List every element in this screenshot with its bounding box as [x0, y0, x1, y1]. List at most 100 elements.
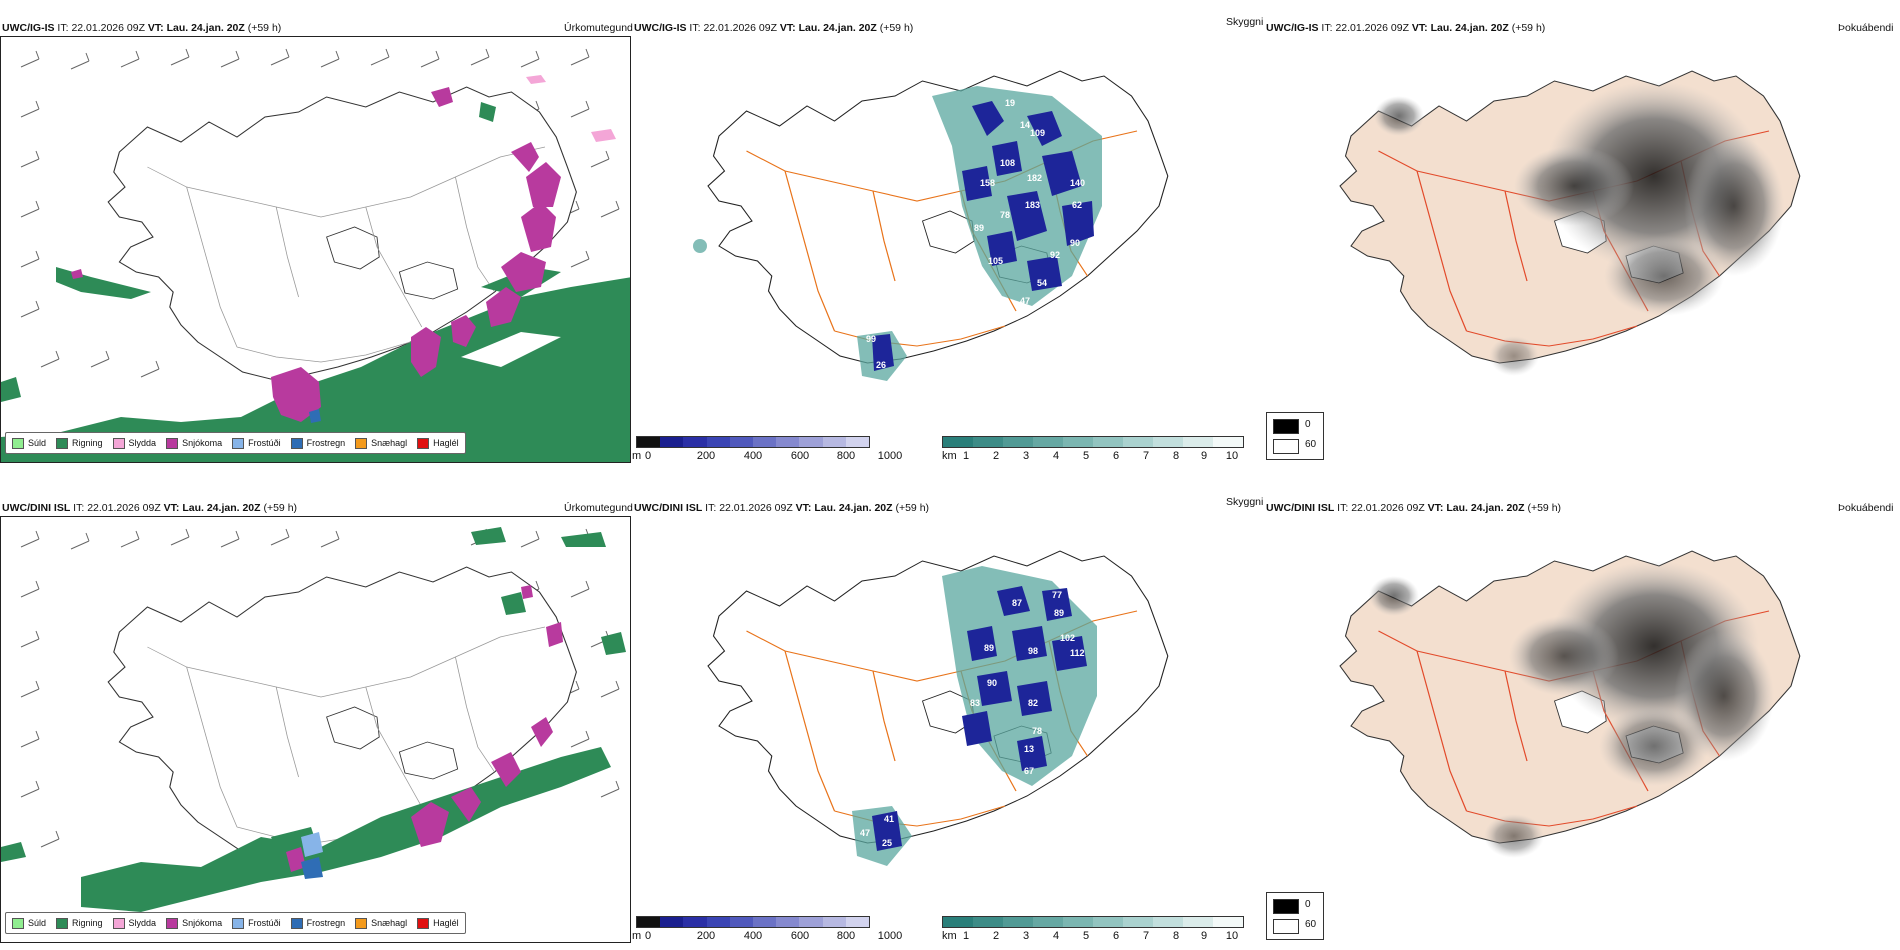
snow-areas	[286, 585, 563, 872]
legend-swatch	[166, 917, 179, 929]
svg-text:98: 98	[1028, 646, 1038, 656]
precip-map-svg	[1, 527, 626, 912]
legend-swatch	[56, 917, 69, 929]
ceiling-visibility-panel: UWC/DINI ISL IT: 22.01.2026 09Z VT: Lau.…	[632, 496, 1264, 942]
precip-map[interactable]: Súld Rigning Slydda Snjókoma Frostúði Fr…	[0, 36, 631, 463]
ceiling-unit: m	[632, 930, 642, 942]
freezing-rain-areas	[309, 409, 321, 423]
ceiling-visibility-panel: UWC/IG-IS IT: 22.01.2026 09Z VT: Lau. 24…	[632, 16, 1264, 462]
legend-swatch	[290, 437, 303, 449]
svg-text:78: 78	[1032, 726, 1042, 736]
svg-text:47: 47	[1020, 296, 1030, 306]
svg-text:108: 108	[1000, 158, 1015, 168]
legend-item: Haglél	[417, 917, 459, 929]
fog-legend-swatch-light	[1273, 439, 1299, 454]
legend-swatch	[56, 437, 69, 449]
visibility-unit: km	[942, 930, 957, 942]
svg-text:87: 87	[1012, 598, 1022, 608]
precip-map-svg	[1, 48, 630, 462]
ceiling-unit: m	[632, 450, 642, 462]
svg-text:67: 67	[1024, 766, 1034, 776]
svg-text:26: 26	[876, 360, 886, 370]
svg-text:90: 90	[987, 678, 997, 688]
fog-areas	[1374, 81, 1784, 376]
legend-item: Súld	[12, 437, 46, 449]
legend-item: Rigning	[56, 437, 103, 449]
legend-item: Súld	[12, 917, 46, 929]
precip-legend: Súld Rigning Slydda Snjókoma Frostúði Fr…	[5, 912, 466, 934]
precip-map[interactable]: Súld Rigning Slydda Snjókoma Frostúði Fr…	[0, 516, 631, 943]
svg-text:14: 14	[1020, 120, 1030, 130]
fog-areas	[1369, 561, 1774, 858]
legend-swatch	[12, 917, 24, 929]
panel-type-label: Skyggni	[1226, 496, 1264, 508]
legend-swatch	[417, 437, 430, 449]
fog-legend-swatch-dark	[1273, 899, 1299, 914]
fog-legend-swatch-dark	[1273, 419, 1299, 434]
fog-legend: 0 60	[1266, 892, 1324, 940]
legend-item: Snæhagl	[355, 437, 407, 449]
panel-title: UWC/DINI ISL IT: 22.01.2026 09Z VT: Lau.…	[2, 502, 298, 514]
legend-item: Frostúði	[232, 437, 281, 449]
legend-item: Slydda	[112, 917, 156, 929]
sleet-areas	[526, 75, 616, 142]
legend-item: Slydda	[112, 437, 156, 449]
svg-text:182: 182	[1027, 173, 1042, 183]
svg-text:105: 105	[988, 256, 1003, 266]
svg-text:89: 89	[1054, 608, 1064, 618]
legend-swatch	[166, 437, 179, 449]
fog-legend-swatch-light	[1273, 919, 1299, 934]
precip-type-panel: UWC/DINI ISL IT: 22.01.2026 09Z VT: Lau.…	[0, 480, 633, 950]
visibility-unit: km	[942, 450, 957, 462]
panel-title: UWC/DINI ISL IT: 22.01.2026 09Z VT: Lau.…	[634, 502, 930, 514]
svg-text:47: 47	[860, 828, 870, 838]
panel-type-label: Úrkomutegund	[564, 22, 633, 34]
svg-text:90: 90	[1070, 238, 1080, 248]
svg-text:83: 83	[970, 698, 980, 708]
legend-item: Frostregn	[290, 917, 345, 929]
precip-type-panel: UWC/IG-IS IT: 22.01.2026 09Z VT: Lau. 24…	[0, 0, 633, 470]
panel-title: UWC/DINI ISL IT: 22.01.2026 09Z VT: Lau.…	[1266, 502, 1562, 514]
legend-item: Snæhagl	[355, 917, 407, 929]
ceiling-colorbar	[636, 916, 870, 928]
svg-text:183: 183	[1025, 200, 1040, 210]
low-ceiling-areas	[872, 101, 1094, 371]
svg-text:112: 112	[1070, 648, 1085, 658]
panel-title: UWC/IG-IS IT: 22.01.2026 09Z VT: Lau. 24…	[2, 22, 282, 34]
legend-swatch	[232, 437, 245, 449]
svg-text:109: 109	[1030, 128, 1045, 138]
legend-swatch	[417, 917, 430, 929]
ceiling-map[interactable]: 87 77 89 102 112 89 98 90 83 82 78 13 67…	[632, 516, 1264, 916]
svg-text:82: 82	[1028, 698, 1038, 708]
snow-areas	[71, 87, 561, 422]
legend-swatch	[355, 917, 368, 929]
legend-item: Frostregn	[290, 437, 345, 449]
ceiling-value-labels: 109 19 14 140 158 108 182 62 183 78 89 1…	[866, 98, 1085, 370]
fog-legend: 0 60	[1266, 412, 1324, 460]
panel-type-label: Skyggni	[1226, 16, 1264, 28]
legend-swatch	[112, 437, 125, 449]
legend-swatch	[355, 437, 368, 449]
panel-type-label: Þokuábendi	[1838, 502, 1894, 514]
svg-text:19: 19	[1005, 98, 1015, 108]
svg-text:89: 89	[984, 643, 994, 653]
panel-type-label: Úrkomutegund	[564, 502, 633, 514]
row-ig-is: UWC/IG-IS IT: 22.01.2026 09Z VT: Lau. 24…	[0, 0, 1900, 470]
low-ceiling-areas	[872, 586, 1087, 851]
legend-swatch	[290, 917, 303, 929]
freezing-drizzle-areas	[301, 832, 323, 857]
fog-map[interactable]	[1264, 36, 1900, 436]
ceiling-map[interactable]: 109 19 14 140 158 108 182 62 183 78 89 1…	[632, 36, 1264, 436]
legend-swatch	[12, 437, 24, 449]
freezing-rain-areas	[301, 857, 323, 879]
svg-text:54: 54	[1037, 278, 1047, 288]
row-dini-isl: UWC/DINI ISL IT: 22.01.2026 09Z VT: Lau.…	[0, 480, 1900, 950]
ceiling-value-labels: 87 77 89 102 112 89 98 90 83 82 78 13 67…	[860, 590, 1085, 848]
fog-map[interactable]	[1264, 516, 1900, 916]
svg-text:78: 78	[1000, 210, 1010, 220]
svg-text:25: 25	[882, 838, 892, 848]
svg-text:158: 158	[980, 178, 995, 188]
panel-type-label: Þokuábendi	[1838, 22, 1894, 34]
legend-item: Snjókoma	[166, 437, 222, 449]
svg-text:92: 92	[1050, 250, 1060, 260]
